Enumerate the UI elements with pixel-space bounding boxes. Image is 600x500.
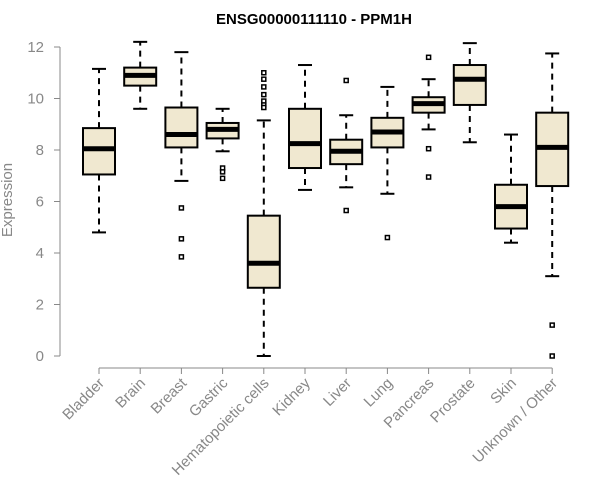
category-label: Kidney bbox=[269, 374, 314, 419]
box-lung bbox=[370, 85, 405, 241]
category-label: Skin bbox=[487, 375, 520, 408]
outlier-point bbox=[425, 174, 432, 180]
outlier-point bbox=[261, 91, 267, 98]
outlier-point bbox=[178, 205, 185, 211]
box-bladder bbox=[82, 67, 116, 234]
category-label: Liver bbox=[320, 375, 355, 410]
iqr-box bbox=[246, 214, 281, 289]
iqr-box bbox=[452, 64, 487, 106]
iqr-box bbox=[82, 127, 116, 176]
chart-title: ENSG00000111110 - PPM1H bbox=[216, 11, 412, 28]
category-label: Lung bbox=[361, 375, 397, 411]
outlier-point bbox=[343, 77, 349, 84]
box-hematopoietic-cells bbox=[246, 70, 281, 357]
box-breast bbox=[164, 51, 199, 260]
outlier-point bbox=[549, 353, 555, 359]
box-brain bbox=[123, 40, 158, 110]
box-pancreas bbox=[411, 54, 446, 180]
y-tick-label: 12 bbox=[27, 39, 44, 56]
y-tick-label: 2 bbox=[36, 297, 44, 314]
box-liver bbox=[329, 77, 364, 214]
outlier-point bbox=[549, 322, 555, 328]
box-skin bbox=[494, 133, 528, 244]
box-unknown-other bbox=[535, 52, 570, 359]
iqr-box bbox=[164, 106, 199, 149]
outlier-point bbox=[219, 169, 226, 175]
box-kidney bbox=[288, 64, 322, 191]
box-prostate bbox=[452, 42, 487, 144]
box-gastric bbox=[205, 107, 240, 182]
outlier-point bbox=[219, 175, 226, 182]
outlier-point bbox=[178, 254, 185, 260]
iqr-box bbox=[288, 107, 322, 170]
category-label: Prostate bbox=[427, 375, 479, 427]
outlier-point bbox=[261, 84, 267, 90]
outlier-point bbox=[343, 207, 349, 214]
outlier-point bbox=[425, 54, 432, 61]
y-tick-label: 8 bbox=[36, 142, 44, 159]
y-axis-label: Expression bbox=[0, 163, 16, 237]
y-tick-label: 10 bbox=[27, 91, 44, 108]
box-series bbox=[82, 40, 570, 359]
category-label: Bladder bbox=[59, 375, 108, 424]
outlier-point bbox=[261, 76, 267, 82]
y-axis: 0 2 4 6 8 10 12 bbox=[27, 39, 61, 365]
category-label: Breast bbox=[148, 374, 191, 417]
outlier-point bbox=[261, 70, 267, 76]
outlier-point bbox=[261, 104, 267, 111]
category-label: Brain bbox=[112, 375, 149, 412]
outlier-point bbox=[178, 236, 185, 242]
y-tick-label: 4 bbox=[36, 245, 44, 262]
y-tick-label: 0 bbox=[36, 348, 44, 365]
y-tick-label: 6 bbox=[36, 194, 44, 211]
x-axis bbox=[98, 367, 553, 374]
outlier-point bbox=[425, 145, 432, 152]
outlier-point bbox=[384, 234, 391, 241]
